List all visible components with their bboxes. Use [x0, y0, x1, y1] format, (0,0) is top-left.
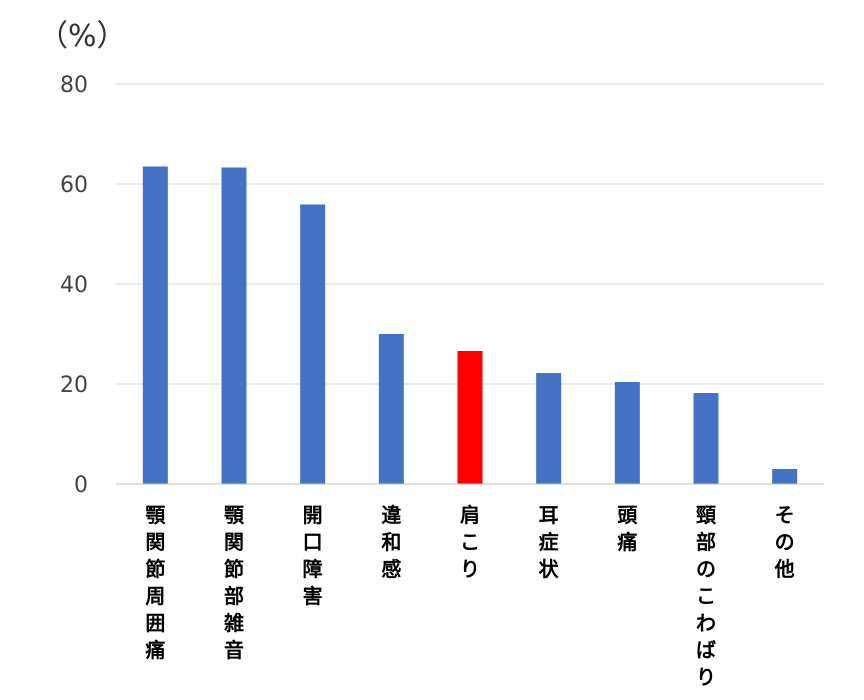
bar-8 [693, 393, 719, 484]
x-tick-label: 頭痛 [617, 503, 638, 554]
x-tick-label: 顎関節周囲痛 [145, 503, 166, 662]
bar-1 [142, 166, 168, 484]
x-tick-label: 顎関節部雑音 [223, 503, 245, 662]
y-axis-ticks: 0 20 40 60 80 [60, 73, 88, 498]
bar-7 [614, 382, 640, 484]
y-tick-label: 60 [60, 173, 88, 198]
y-tick-label: 0 [74, 473, 88, 498]
x-tick-label: 頸部のこわばり [696, 503, 717, 689]
x-tick-label: 肩こり [460, 503, 480, 581]
bar-6 [536, 373, 562, 484]
x-tick-label: 開口障害 [303, 503, 323, 608]
y-tick-label: 20 [60, 373, 88, 398]
bar-4 [378, 334, 404, 484]
bar-2 [221, 167, 247, 484]
bar-9 [772, 469, 798, 484]
x-axis-labels: 顎関節周囲痛 顎関節部雑音 開口障害 違和感 肩こり 耳症状 頭痛 頸部のこわばり その他 [145, 503, 794, 689]
x-tick-label: 耳症状 [539, 503, 560, 581]
bar-5 [457, 351, 483, 484]
y-unit-label: （%） [38, 19, 127, 54]
bars [142, 166, 798, 484]
x-tick-label: 違和感 [381, 503, 401, 581]
y-tick-label: 80 [60, 73, 88, 98]
bar-3 [300, 204, 326, 484]
x-tick-label: その他 [774, 503, 795, 581]
y-tick-label: 40 [60, 273, 88, 298]
